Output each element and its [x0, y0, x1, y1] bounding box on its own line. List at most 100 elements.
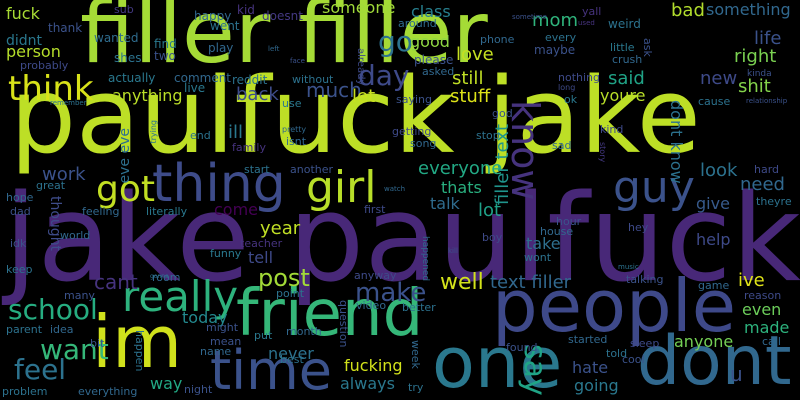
word-start: start	[244, 163, 270, 176]
word-put: put	[254, 329, 273, 342]
word-around: around	[398, 17, 437, 30]
word-fuck: fuck	[6, 4, 40, 23]
word-happened: happened	[420, 236, 430, 282]
word-god: god	[492, 107, 513, 120]
word-ive: ive	[738, 270, 765, 291]
word-one: one	[432, 322, 563, 400]
word-room: room	[152, 271, 181, 284]
word-asked: asked	[422, 65, 455, 78]
word-gonna: gonna	[150, 273, 169, 280]
word-mean: mean	[210, 335, 242, 348]
word-going: going	[574, 376, 619, 395]
word-sleep: sleep	[630, 337, 660, 350]
word-use: use	[282, 97, 302, 110]
word-give: give	[696, 194, 730, 213]
word-kind: kind	[600, 123, 624, 136]
word-someone: someone	[322, 0, 396, 17]
word-first: first	[364, 203, 386, 216]
word-made: made	[744, 318, 790, 337]
word-much: much	[306, 78, 362, 102]
word-everyone: everyone	[418, 158, 503, 179]
word-already: already	[355, 48, 366, 86]
word-kinda: kinda	[747, 69, 772, 79]
word-theyre: theyre	[756, 195, 792, 208]
word-problem: problem	[2, 385, 48, 398]
word-day: day	[358, 59, 410, 92]
word-way: way	[150, 374, 183, 393]
word-nothing: nothing	[558, 71, 600, 84]
word-feeling: feeling	[82, 205, 120, 218]
word-dont-know: dont know	[667, 100, 686, 184]
word-bit: bit	[90, 337, 105, 350]
word-work: work	[42, 164, 86, 185]
word-never: never	[268, 344, 314, 363]
word-month: month	[286, 325, 322, 338]
word-really: really	[122, 272, 239, 321]
word-love: love	[456, 44, 494, 65]
word-might: might	[206, 321, 239, 334]
word-anything: anything	[112, 86, 183, 105]
word-anyway: anyway	[354, 269, 397, 282]
word-hard: hard	[754, 163, 780, 176]
word-new: new	[700, 68, 738, 89]
word-bad: bad	[671, 0, 705, 21]
word-dad: dad	[10, 205, 31, 218]
word-shes: shes	[114, 51, 142, 65]
word-long: long	[558, 83, 576, 92]
word-happy: happy	[194, 9, 232, 23]
word-thank: thank	[48, 21, 83, 35]
word-told: told	[606, 347, 628, 360]
word-friend: friend	[236, 277, 424, 351]
word-please: please	[414, 53, 454, 67]
word-time: time	[210, 339, 333, 400]
word-didnt: didnt	[6, 33, 43, 49]
word-watch: watch	[384, 185, 406, 193]
word-im: im	[92, 300, 183, 384]
word-something: something	[706, 0, 791, 19]
word-fucking: fucking	[344, 356, 403, 375]
word-shit: shit	[738, 76, 771, 97]
word-keep: keep	[6, 263, 33, 276]
word-crush: crush	[612, 53, 643, 66]
word-left: left	[268, 45, 280, 53]
word-cant: cant	[94, 270, 138, 294]
word-cool: cool	[622, 353, 645, 366]
word-another: another	[290, 163, 334, 176]
word-two: two	[154, 49, 176, 63]
word-music: music	[618, 263, 639, 271]
word-funny: funny	[210, 247, 242, 260]
word-come: come	[214, 200, 259, 219]
word-feel: feel	[14, 353, 67, 386]
word-relationship: relationship	[746, 97, 788, 105]
word-class: class	[411, 2, 451, 21]
word-let: let	[352, 86, 376, 107]
word-maybe: maybe	[534, 43, 576, 57]
word-wanted: wanted	[94, 31, 139, 45]
word-ask: ask	[641, 38, 654, 57]
word-talking: talking	[626, 273, 664, 286]
word-isnt: isnt	[286, 135, 307, 148]
word-world: world	[60, 229, 91, 242]
word-lot: lot	[478, 200, 502, 221]
word-go: go	[378, 25, 413, 58]
word-face: face	[290, 57, 305, 65]
word-weird: weird	[608, 17, 641, 31]
word-probably: probably	[20, 59, 69, 72]
word-post: post	[258, 264, 310, 292]
word-used: used	[578, 19, 595, 27]
word-best: best	[280, 353, 304, 366]
word-game: game	[698, 279, 730, 292]
word-better: better	[402, 301, 436, 314]
word-happen: happen	[133, 330, 146, 372]
word-actually: actually	[108, 71, 156, 85]
word-always: always	[340, 374, 395, 393]
word-still: still	[452, 68, 484, 89]
word-name: name	[200, 345, 232, 358]
word-idk: idk	[10, 237, 27, 250]
word-paulfuck-jake: paulfuck jake	[10, 55, 701, 177]
word-play: play	[208, 41, 234, 55]
word-tell: tell	[248, 248, 274, 267]
word-trying: trying	[149, 120, 158, 144]
word-family: family	[232, 141, 266, 154]
word-teacher: teacher	[240, 237, 283, 250]
